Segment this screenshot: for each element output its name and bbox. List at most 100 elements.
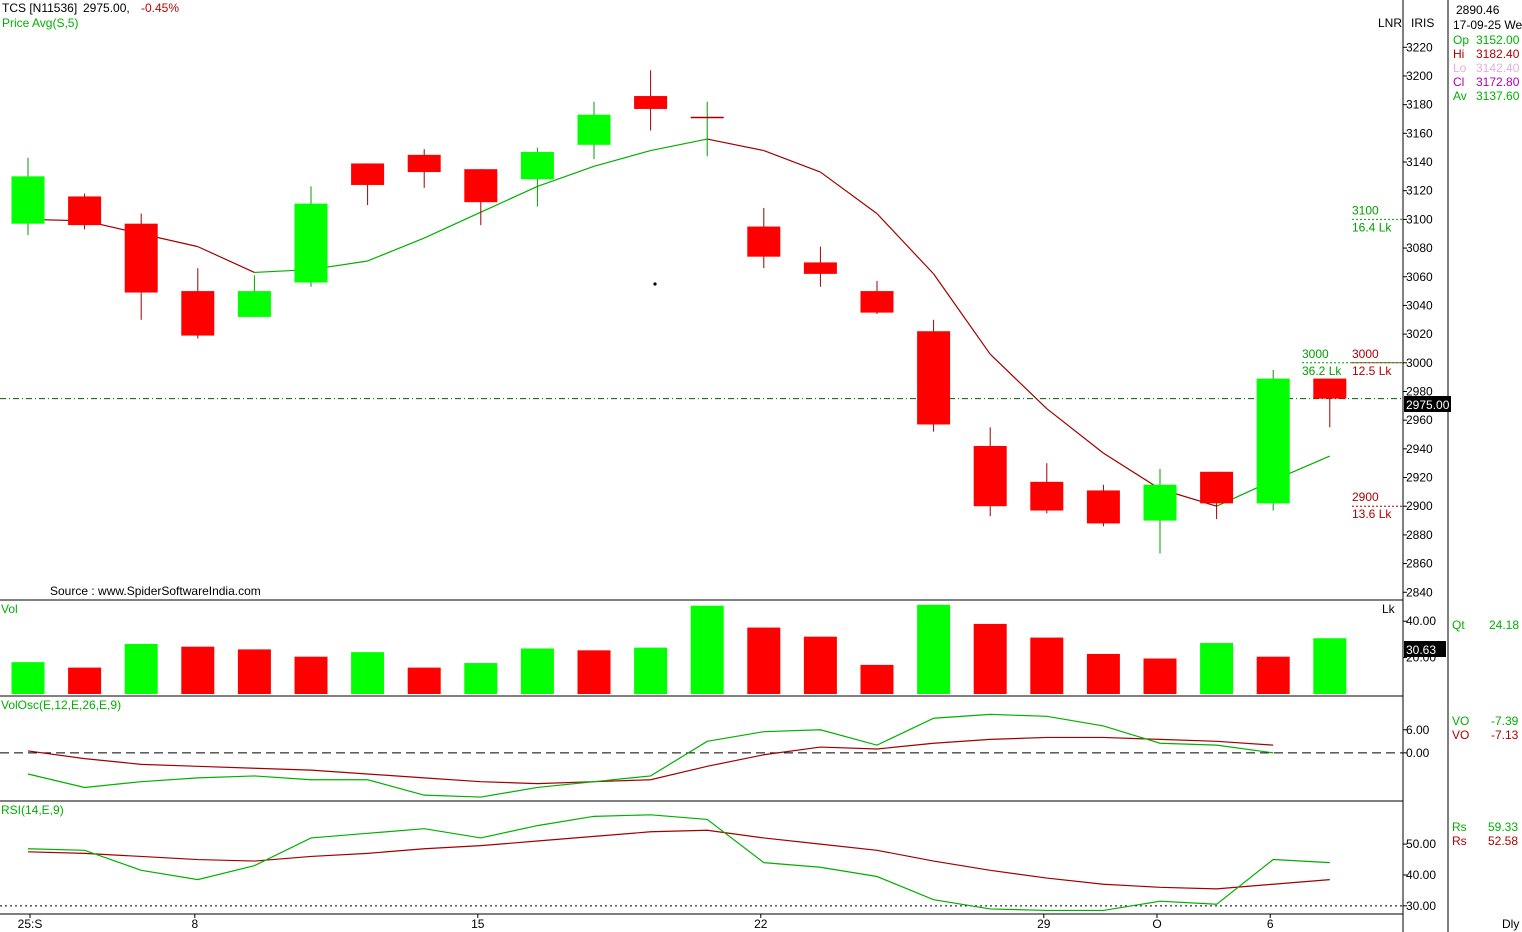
volume-bar [973,623,1007,694]
candle [1086,484,1120,527]
ohlc-value: 3142.40 [1476,61,1520,75]
candle [803,246,837,287]
candle-body [11,176,45,224]
candle [973,427,1007,517]
candle [747,207,781,269]
volosc-signal-line [27,736,1274,785]
ohlc-readout: Op 3152.00 Hi 3182.40 Lo 3142.40 Cl 3172.80 Av 31… [1453,33,1520,103]
candles [11,70,1347,554]
candle [294,186,328,287]
price-tick-label: 2940 [1406,442,1433,456]
rs1-value: 59.33 [1488,820,1518,834]
price-tick-label: 3040 [1406,298,1433,312]
candle-body [351,163,385,185]
ohlc-label: Op [1453,33,1469,47]
candle [520,147,554,207]
price-tick-label: 3020 [1406,327,1433,341]
candle-body [634,96,668,109]
volume-bar [634,647,668,694]
date-tick-label: O [1152,917,1161,931]
rsi-tick-label: 30.00 [1406,899,1436,913]
date-label: 17-09-25 We [1453,18,1522,32]
date-tick-label: 22 [754,917,768,931]
candle [124,213,158,320]
volume-bar [11,662,45,694]
vol-unit: Lk [1382,602,1396,616]
volume-bars [11,604,1347,694]
ohlc-label: Hi [1453,47,1464,61]
feed-label[interactable]: IRIS [1411,16,1434,30]
volume-bar [747,627,781,694]
candle-body [577,114,611,145]
sma-segment [197,246,255,273]
volume-bar [1086,653,1120,694]
volume-bar [294,656,328,694]
volume-bar [1200,643,1234,694]
ohlc-label: Cl [1453,75,1464,89]
change-label: -0.45% [141,1,179,15]
candle [577,101,611,160]
scale-mode-label[interactable]: LNR [1378,16,1402,30]
price-tick-label: 2900 [1406,499,1433,513]
sma-line [27,138,1331,507]
candle [1143,468,1177,554]
candle-body [464,169,498,203]
sma-segment [989,353,1048,410]
candle [407,149,441,188]
volume-bar [1313,638,1347,694]
sma-segment [820,171,878,215]
candle-body [68,196,102,226]
volume-bar [803,636,837,694]
volume-bar [181,646,215,694]
price-tick-label: 3200 [1406,69,1433,83]
sma-segment [1103,452,1161,490]
candle-body [1030,481,1064,511]
vol-box [1404,641,1446,657]
candle-body [407,154,441,173]
annotation-volume: 36.2 Lk [1302,364,1342,378]
volosc-tick-label: 0.00 [1406,746,1430,760]
volume-bar [577,650,611,694]
price-tick-label: 3060 [1406,270,1433,284]
period-label[interactable]: Dly [1502,917,1519,931]
volosc-axis: 0.00 6.00 [1403,723,1430,760]
candle-body [1143,484,1177,521]
date-tick-label: 25:S [18,917,43,931]
candle [1313,378,1347,428]
date-tick-label: 8 [191,917,198,931]
candle [11,157,45,236]
price-tick-label: 3080 [1406,241,1433,255]
qt-label: Qt [1452,618,1465,632]
annotation-volume: 12.5 Lk [1352,364,1392,378]
source-text: Source : www.SpiderSoftwareIndia.com [50,584,261,598]
candle [690,101,724,157]
candle [68,193,102,230]
candle-body [747,226,781,257]
price-axis: 2840 2860 2880 2900 2920 2940 2960 2980 3000 3020… [1403,40,1433,599]
candle-body [803,262,837,274]
price-tick-label: 2880 [1406,528,1433,542]
sma-segment [933,273,991,355]
volume-bar [351,652,385,694]
volume-bar [520,648,554,694]
date-tick-label: 15 [471,917,485,931]
rsi-axis: 30.00 40.00 50.00 [1403,837,1436,913]
sma-segment [763,149,821,173]
rs1-label: Rs [1452,820,1467,834]
price-tick-label: 3220 [1406,40,1433,54]
candle [1256,369,1290,511]
rsi-signal-line [27,829,1330,890]
rsi-tick-label: 40.00 [1406,868,1436,882]
ohlc-value: 3137.60 [1476,89,1520,103]
volume-bar [68,667,102,694]
annotation-price: 3000 [1302,347,1329,361]
date-tick-label: 6 [1267,917,1274,931]
volume-tick-label: 40.00 [1406,614,1436,628]
price-tick-label: 3120 [1406,184,1433,198]
vo2-label: VO [1452,728,1469,742]
candle [860,281,894,315]
sma-segment [537,165,595,187]
volosc-line [27,713,1274,798]
